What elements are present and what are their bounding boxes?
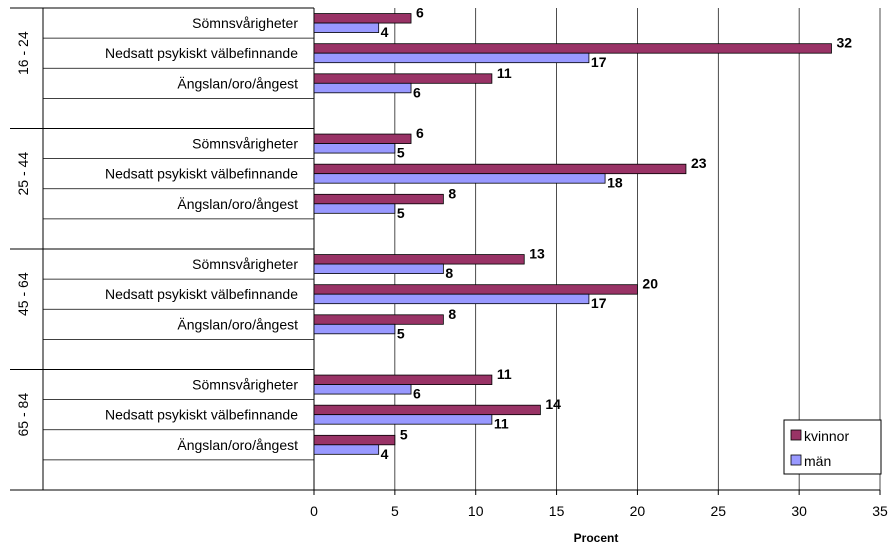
bar-kvinnor	[313, 434, 396, 446]
data-label-man: 4	[381, 446, 389, 462]
legend-label-man: män	[804, 453, 831, 469]
category-label: Sömnsvårigheter	[192, 377, 298, 393]
data-label-kvinnor: 6	[416, 5, 424, 21]
bar-man	[313, 22, 380, 33]
data-label-man: 5	[397, 325, 405, 341]
bar-kvinnor	[313, 73, 493, 84]
bar-kvinnor	[313, 13, 412, 24]
group-label: 25 - 44	[15, 152, 31, 196]
data-label-kvinnor: 32	[836, 35, 852, 51]
bar-man	[313, 82, 412, 94]
legend-label-kvinnor: kvinnor	[804, 428, 849, 444]
bar-kvinnor	[313, 133, 412, 144]
data-label-man: 6	[413, 84, 421, 100]
category-label: Sömnsvårigheter	[192, 256, 298, 272]
bar-kvinnor	[313, 284, 638, 295]
axes	[10, 7, 881, 495]
category-label: Nedsatt psykiskt välbefinnande	[105, 45, 298, 61]
bar-man	[313, 173, 606, 184]
grid	[394, 8, 881, 490]
data-label-kvinnor: 14	[545, 396, 561, 412]
category-label: Ängslan/oro/ångest	[177, 316, 298, 332]
category-label: Nedsatt psykiskt välbefinnande	[105, 407, 298, 423]
data-label-kvinnor: 11	[497, 65, 512, 81]
data-label-kvinnor: 8	[448, 306, 456, 322]
x-tick-label: 25	[710, 503, 726, 519]
x-tick-label: 35	[872, 503, 888, 519]
category-label: Sömnsvårigheter	[192, 136, 298, 152]
data-label-man: 11	[494, 416, 509, 432]
legend-swatch-kvinnor	[790, 429, 802, 441]
legend: kvinnor män	[783, 419, 882, 475]
bar-kvinnor	[313, 163, 687, 175]
bar-kvinnor	[313, 404, 541, 416]
x-tick-label: 20	[630, 503, 646, 519]
data-label-kvinnor: 8	[448, 185, 456, 201]
data-label-man: 18	[607, 175, 623, 191]
group-label: 45 - 64	[15, 272, 31, 316]
group-label: 65 - 84	[15, 393, 31, 437]
x-axis-label: Procent	[574, 531, 619, 545]
bar-kvinnor	[313, 374, 493, 385]
bar-man	[313, 143, 396, 154]
category-label: Ängslan/oro/ångest	[177, 437, 298, 453]
data-label-man: 5	[397, 145, 405, 161]
data-label-kvinnor: 6	[416, 125, 424, 141]
data-label-man: 8	[445, 265, 453, 281]
data-label-kvinnor: 13	[529, 246, 545, 262]
data-label-man: 6	[413, 386, 421, 402]
bar-man	[313, 52, 590, 64]
category-label: Ängslan/oro/ångest	[177, 75, 298, 91]
x-tick-labels: 0 5 10 15 20 25 30 35	[310, 503, 888, 519]
bar-man	[313, 414, 493, 425]
x-tick-label: 15	[549, 503, 565, 519]
category-label: Nedsatt psykiskt välbefinnande	[105, 166, 298, 182]
bar-man	[313, 293, 590, 305]
bar-man	[313, 323, 396, 335]
bars	[313, 13, 832, 455]
bar-kvinnor	[313, 254, 525, 265]
bar-kvinnor	[313, 314, 444, 325]
bar-man	[313, 203, 396, 214]
x-tick-label: 10	[468, 503, 484, 519]
data-label-man: 5	[397, 205, 405, 221]
bar-man	[313, 444, 380, 455]
bar-kvinnor	[313, 43, 832, 54]
x-tick-label: 0	[310, 503, 318, 519]
data-label-kvinnor: 5	[400, 426, 408, 442]
data-label-man: 17	[591, 54, 607, 70]
x-tick-label: 30	[791, 503, 807, 519]
category-label: Ängslan/oro/ångest	[177, 196, 298, 212]
data-label-man: 17	[591, 295, 607, 311]
x-tick-label: 5	[391, 503, 399, 519]
bar-man	[313, 263, 444, 274]
data-label-kvinnor: 23	[691, 155, 707, 171]
data-label-kvinnor: 20	[642, 276, 658, 292]
data-label-kvinnor: 11	[497, 366, 512, 382]
category-labels: 16 - 24 Sömnsvårigheter Nedsatt psykiskt v…	[15, 15, 298, 453]
category-label: Sömnsvårigheter	[192, 15, 298, 31]
legend-swatch-man	[790, 454, 802, 466]
bar-kvinnor	[313, 193, 444, 205]
category-label: Nedsatt psykiskt välbefinnande	[105, 286, 298, 302]
group-label: 16 - 24	[15, 31, 31, 75]
data-label-man: 4	[381, 24, 389, 40]
bar-man	[313, 384, 412, 395]
